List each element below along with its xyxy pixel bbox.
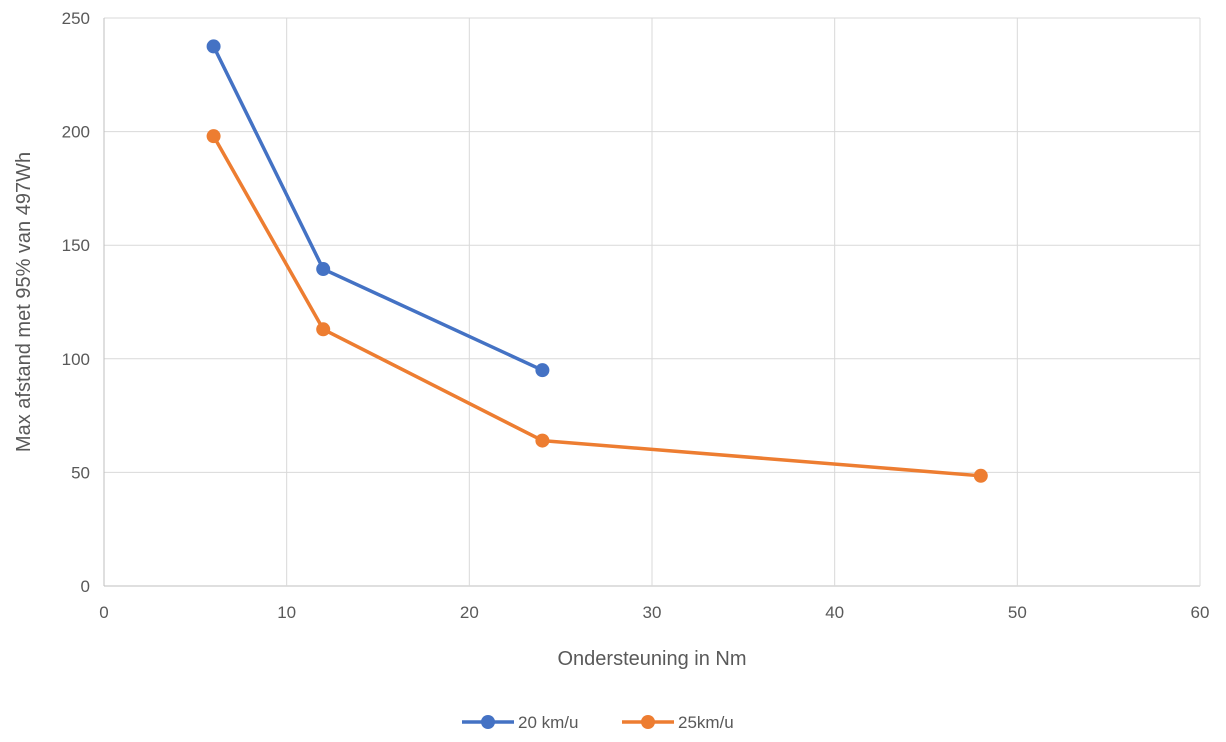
legend-item-2: 25km/u — [622, 713, 734, 732]
x-tick-label: 30 — [643, 603, 662, 622]
data-point — [316, 262, 331, 277]
y-tick-label: 0 — [81, 577, 90, 596]
y-tick-label: 200 — [62, 123, 90, 142]
data-point — [316, 322, 331, 337]
grid — [103, 17, 1201, 587]
y-axis-title: Max afstand met 95% van 497Wh — [13, 152, 35, 452]
data-point — [206, 39, 221, 54]
series-line — [212, 135, 981, 478]
x-axis-title: Ondersteuning in Nm — [558, 648, 747, 670]
x-tick-label: 60 — [1191, 603, 1210, 622]
x-tick-label: 10 — [277, 603, 296, 622]
data-point — [206, 129, 221, 144]
x-tick-label: 0 — [99, 603, 108, 622]
legend-marker — [641, 715, 655, 729]
legend-item-1: 20 km/u — [462, 713, 578, 732]
y-tick-label: 100 — [62, 350, 90, 369]
data-point — [535, 433, 550, 448]
x-tick-label: 50 — [1008, 603, 1027, 622]
x-tick-label: 40 — [825, 603, 844, 622]
x-tick-label: 20 — [460, 603, 479, 622]
legend: 20 km/u 25km/u — [462, 713, 734, 732]
data-point — [973, 468, 988, 483]
series-2 — [206, 129, 988, 483]
y-tick-label: 150 — [62, 236, 90, 255]
series-1 — [206, 39, 550, 378]
legend-label: 25km/u — [678, 713, 734, 732]
series-layer — [206, 39, 988, 483]
x-tick-labels: 0 10 20 30 40 50 60 — [99, 603, 1209, 622]
legend-marker — [481, 715, 495, 729]
legend-label: 20 km/u — [518, 713, 578, 732]
y-tick-label: 250 — [62, 9, 90, 28]
data-point — [535, 363, 550, 378]
y-tick-labels: 0 50 100 150 200 250 — [62, 9, 90, 596]
y-tick-label: 50 — [71, 463, 90, 482]
series-line — [212, 45, 544, 372]
